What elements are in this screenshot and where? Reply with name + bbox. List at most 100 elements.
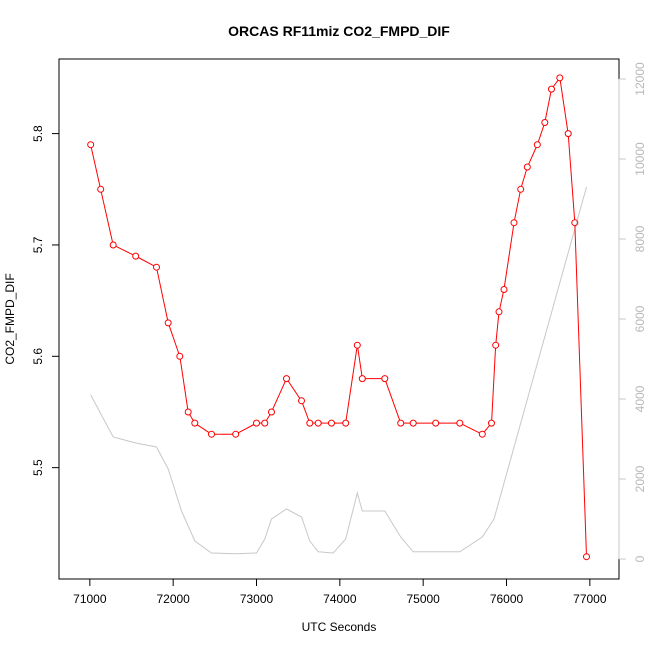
primary-series-segment [156, 270, 169, 321]
x-tick-label: 75000 [406, 592, 440, 606]
y2-axis: 0 2000 4000 6000 8000 10000 12000 [618, 62, 647, 562]
primary-series-segment [357, 348, 363, 376]
x-tick-label: 71000 [73, 592, 107, 606]
data-point [381, 375, 389, 383]
y2-tick-label: 8000 [633, 225, 647, 252]
data-point [432, 419, 440, 427]
data-point [109, 241, 117, 249]
data-point [548, 85, 555, 93]
x-tick-label: 74000 [323, 592, 357, 606]
primary-series-segment [115, 245, 134, 256]
data-point [328, 419, 335, 427]
primary-series-segment [559, 80, 569, 131]
primary-series-segment [552, 80, 559, 87]
data-point [397, 419, 405, 427]
primary-series-segment [238, 424, 255, 434]
data-point [541, 119, 549, 126]
series-secondary [90, 186, 587, 555]
primary-series-segment [100, 192, 113, 243]
primary-series-segment [197, 424, 210, 434]
data-point [176, 352, 184, 360]
x-axis: 71000 72000 73000 74000 75000 76000 77000 [73, 578, 607, 606]
x-axis-label: UTC Seconds [302, 620, 377, 634]
data-point [523, 163, 531, 171]
data-point [268, 408, 275, 416]
data-point [87, 141, 95, 149]
primary-series-segment [528, 147, 537, 165]
y2-tick-label: 12000 [633, 62, 647, 96]
primary-series-segment [491, 348, 496, 421]
y-tick-label: 5.7 [31, 236, 45, 253]
primary-series-segment [499, 292, 504, 309]
data-point [564, 130, 572, 138]
data-point [208, 430, 215, 438]
data-point [184, 408, 192, 416]
y2-tick-label: 10000 [633, 142, 647, 176]
data-point [298, 397, 305, 405]
primary-series-segment [90, 147, 101, 187]
y-tick-label: 5.5 [31, 459, 45, 476]
x-tick-label: 73000 [240, 592, 274, 606]
data-point [261, 419, 269, 427]
x-tick-label: 76000 [490, 592, 524, 606]
y-tick-label: 5.8 [31, 125, 45, 142]
primary-series-segment [574, 225, 587, 554]
primary-series-segment [189, 414, 194, 421]
x-tick-label: 77000 [573, 592, 607, 606]
data-point [283, 375, 290, 383]
primary-series-segment [272, 381, 286, 410]
data-point [342, 419, 350, 427]
data-point [492, 341, 500, 349]
data-point [97, 185, 105, 193]
data-point [253, 419, 260, 427]
series-primary [87, 74, 590, 561]
data-point [510, 219, 518, 227]
data-point [132, 252, 140, 260]
data-point [500, 286, 508, 293]
y2-tick-label: 0 [633, 555, 647, 562]
chart-title: ORCAS RF11miz CO2_FMPD_DIF [228, 23, 450, 39]
data-point [353, 341, 361, 349]
primary-series-segment [514, 192, 521, 220]
data-point [153, 263, 160, 271]
data-point [232, 430, 240, 438]
primary-series-segment [265, 414, 271, 421]
primary-series-segment [544, 91, 552, 120]
data-point [517, 185, 525, 193]
data-point [358, 375, 366, 383]
data-point [164, 319, 172, 327]
plot-frame [58, 58, 620, 580]
data-point [456, 419, 464, 427]
primary-series-segment [138, 257, 155, 267]
data-point [478, 430, 486, 438]
primary-series-segment [462, 423, 480, 434]
primary-series-segment [567, 136, 576, 220]
y2-tick-label: 4000 [633, 385, 647, 412]
data-point [488, 419, 495, 427]
primary-series-segment [345, 348, 358, 421]
data-point [533, 141, 541, 149]
data-point [556, 74, 564, 82]
data-point [191, 419, 199, 427]
primary-series-segment [521, 169, 527, 187]
primary-series-segment [287, 380, 301, 399]
primary-series-segment [168, 325, 180, 354]
primary-series-segment [483, 425, 490, 433]
y-axis-label: CO2_FMPD_DIF [3, 273, 17, 364]
y2-tick-label: 6000 [633, 305, 647, 332]
primary-series-segment [302, 403, 310, 421]
primary-series-segment [179, 359, 189, 410]
y-axis: 5.5 5.6 5.7 5.8 [31, 125, 60, 476]
primary-series-segment [537, 125, 545, 143]
primary-series-segment [503, 225, 515, 287]
data-point [571, 219, 579, 227]
x-tick-label: 72000 [156, 592, 190, 606]
data-point [495, 308, 503, 316]
data-point [306, 419, 314, 427]
secondary-series-line [90, 186, 587, 555]
data-point [583, 553, 590, 561]
data-point [314, 419, 322, 427]
primary-series-segment [385, 381, 401, 421]
y2-tick-label: 2000 [633, 465, 647, 492]
